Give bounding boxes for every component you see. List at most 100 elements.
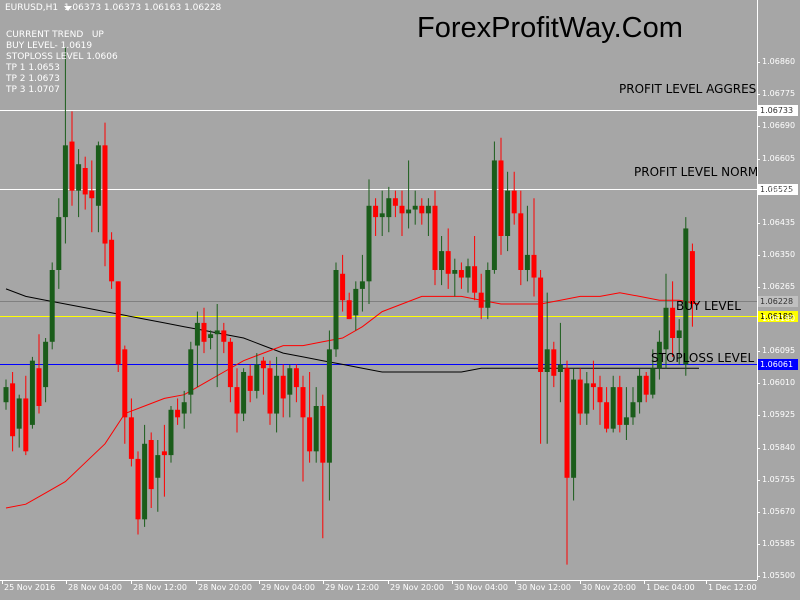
candle-body	[379, 213, 385, 218]
slow-moving-average-line	[5, 288, 699, 373]
candle-body	[313, 406, 319, 452]
candle-body	[406, 209, 412, 214]
price-tag: 1.06061	[758, 359, 798, 370]
candle-body	[333, 270, 339, 350]
candle-body	[544, 349, 550, 372]
candle-body	[287, 368, 293, 395]
y-tick-label: 1.06690	[762, 121, 796, 130]
candle-body	[260, 360, 266, 369]
candle-body	[208, 334, 214, 338]
candle-body	[564, 368, 570, 478]
candle-body	[524, 254, 530, 270]
candle-body	[221, 330, 227, 342]
candle-body	[491, 160, 497, 270]
candle-body	[135, 458, 141, 520]
candle-body	[584, 383, 590, 414]
candle-body	[359, 281, 365, 289]
x-tick-label: 28 Nov 04:00	[68, 583, 122, 592]
candle-body	[571, 379, 577, 478]
candle-body	[36, 368, 42, 406]
candle-body	[478, 292, 484, 308]
candle-body	[142, 443, 148, 520]
candle-body	[95, 145, 101, 206]
y-tick-label: 1.06435	[762, 218, 796, 227]
x-tick-label: 30 Nov 04:00	[454, 583, 508, 592]
candle-body	[201, 322, 207, 342]
y-tick-label: 1.05500	[762, 571, 796, 580]
candle-body	[188, 349, 194, 395]
candle-body	[194, 322, 200, 346]
candle-body	[10, 383, 16, 437]
candle-body	[155, 455, 161, 478]
candle-body	[29, 360, 35, 425]
candle-body	[115, 281, 121, 365]
y-tick-label: 1.06775	[762, 89, 796, 98]
x-tick-label: 29 Nov 04:00	[261, 583, 315, 592]
candle-body	[56, 217, 62, 270]
y-tick-label: 1.05670	[762, 507, 796, 516]
x-tick-label: 1 Dec 04:00	[646, 583, 695, 592]
candle-body	[623, 417, 629, 425]
candle-body	[498, 160, 504, 236]
candle-body	[62, 145, 68, 218]
level-label: BUY LEVEL	[676, 299, 741, 313]
candle-body	[254, 364, 260, 391]
candle-body	[300, 387, 306, 418]
candle-body	[82, 168, 88, 195]
candle-body	[214, 330, 220, 335]
y-tick-label: 1.06350	[762, 250, 796, 259]
candle-body	[445, 251, 451, 274]
candle-body	[227, 341, 233, 388]
candle-body	[122, 349, 128, 418]
candle-body	[643, 375, 649, 395]
candle-body	[16, 398, 22, 429]
candle-body	[247, 375, 253, 391]
candle-body	[557, 364, 563, 372]
x-tick-label: 28 Nov 12:00	[133, 583, 187, 592]
candle-body	[326, 349, 332, 463]
candle-body	[577, 379, 583, 414]
candle-body	[43, 341, 49, 388]
candle-body	[69, 141, 75, 191]
candle-body	[280, 375, 286, 399]
x-tick-label: 25 Nov 2016	[4, 583, 56, 592]
chevron-down-icon[interactable]	[64, 6, 72, 11]
candle-body	[485, 270, 491, 308]
candle-body	[23, 398, 29, 452]
y-tick-label: 1.06095	[762, 346, 796, 355]
watermark-text: ForexProfitWay.Com	[417, 12, 683, 44]
candle-body	[452, 270, 458, 274]
candle-body	[511, 190, 517, 214]
candle-body	[148, 440, 154, 490]
candle-body	[293, 368, 299, 388]
candle-body	[267, 368, 273, 414]
candle-body	[597, 387, 603, 403]
candle-body	[340, 273, 346, 301]
candle-body	[617, 387, 623, 425]
candle-body	[656, 341, 662, 369]
price-tag: 1.06228	[758, 296, 798, 307]
candle-body	[89, 190, 95, 199]
candle-body	[663, 307, 669, 350]
candle-body	[49, 270, 55, 342]
candle-body	[161, 451, 167, 456]
candle-body	[234, 387, 240, 414]
candle-body	[610, 387, 616, 429]
candle-body	[676, 330, 682, 338]
candle-body	[551, 349, 557, 376]
y-tick-label: 1.06010	[762, 378, 796, 387]
level-label: PROFIT LEVEL AGGRESSIVE	[619, 82, 757, 96]
candle-body	[412, 205, 418, 210]
candle-body	[518, 213, 524, 270]
fast-moving-average-line	[5, 292, 700, 509]
price-tag: 1.06733	[758, 105, 798, 116]
candle-body	[76, 164, 82, 191]
candle-body	[538, 277, 544, 372]
candle-body	[432, 205, 438, 270]
candle-body	[3, 387, 9, 403]
candle-body	[689, 251, 695, 304]
candle-body	[590, 383, 596, 388]
y-tick-label: 1.06520	[762, 186, 796, 195]
